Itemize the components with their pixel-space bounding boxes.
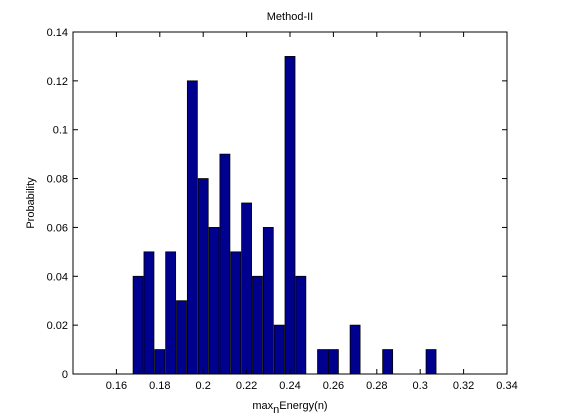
bar [425,349,437,375]
bar [176,300,187,375]
chart-title: Method-II [267,11,313,23]
bar [241,202,252,375]
bar [295,275,307,375]
y-tick-label: 0 [62,369,68,381]
y-axis-label: Probability [25,177,37,229]
bar [165,251,177,375]
bar [284,56,296,375]
y-tick-label: 0.04 [47,271,68,283]
bar [143,251,155,375]
bar [197,178,209,375]
bar [230,251,242,375]
x-axis-label: maxnEnergy(n) [252,400,327,416]
bar [273,324,285,375]
x-tick-label: 0.34 [496,380,517,392]
x-label-sub: n [273,404,279,416]
bar [349,324,361,375]
bar [186,80,198,375]
y-tick-label: 0.08 [47,174,68,186]
y-tick-label: 0.06 [47,222,68,234]
x-tick-label: 0.28 [366,380,387,392]
y-tick-label: 0.12 [47,76,68,88]
bar [317,349,328,375]
x-tick-label: 0.26 [323,380,344,392]
x-tick-label: 0.16 [106,380,127,392]
axes-box [72,31,508,375]
bar [382,349,394,375]
bar [208,227,220,375]
bar [262,227,274,375]
x-tick-label: 0.24 [279,380,300,392]
x-label-base: max [252,400,273,412]
x-tick-label: 0.18 [149,380,170,392]
bar [252,275,263,375]
y-tick-label: 0.02 [47,320,68,332]
x-tick-label: 0.32 [453,380,474,392]
bar [132,275,144,375]
x-tick-label: 0.3 [413,380,428,392]
x-label-rest: Energy(n) [279,400,327,412]
y-tick-label: 0.1 [53,125,68,137]
bar [219,153,231,375]
y-tick-label: 0.14 [47,27,68,39]
x-tick-label: 0.22 [236,380,257,392]
x-tick-label: 0.2 [196,380,211,392]
